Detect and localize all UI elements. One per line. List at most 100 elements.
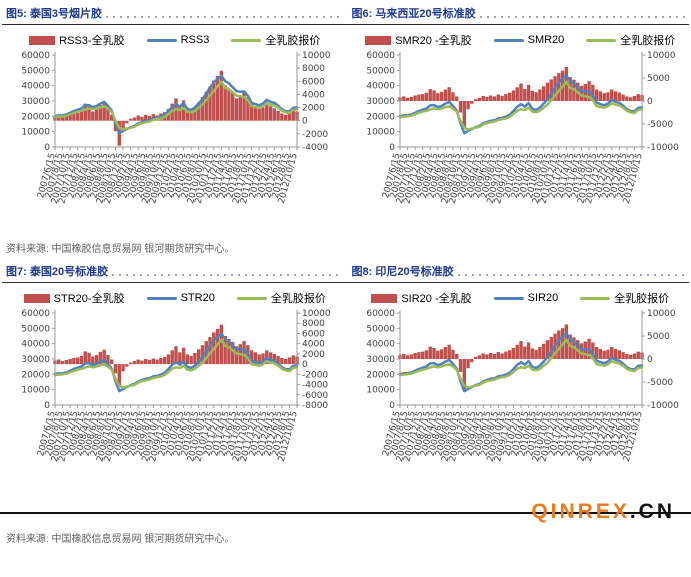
header-rule-top: [2, 24, 689, 25]
legend-label: RSS3: [180, 34, 210, 46]
chart-legend: STR20-全乳胶 STR20 全乳胶报价: [6, 289, 344, 307]
svg-text:40000: 40000: [21, 340, 50, 350]
figure8-title: 图8: 印尼20号标准胶: [351, 266, 454, 278]
legend-item: STR20: [146, 292, 215, 304]
svg-text:40000: 40000: [367, 82, 396, 92]
chart-str20: STR20-全乳胶 STR20 全乳胶报价 0 10000 20000 30000 40000…: [0, 283, 346, 493]
bar-swatch-icon: [371, 293, 398, 303]
svg-text:20000: 20000: [21, 370, 50, 380]
legend-item: 全乳胶报价: [231, 32, 320, 48]
svg-text:-10000: -10000: [647, 401, 679, 411]
legend-label: 全乳胶报价: [620, 35, 676, 47]
legend-label: SIR20 -全乳胶: [401, 293, 472, 305]
svg-text:0: 0: [302, 117, 308, 127]
legend-label: 全乳胶报价: [614, 293, 670, 305]
legend-item: STR20-全乳胶: [23, 290, 125, 306]
svg-text:8000: 8000: [302, 319, 325, 329]
chart-plot: 0100002000030000400005000060000-10000-50…: [367, 309, 680, 463]
svg-text:6000: 6000: [302, 329, 325, 339]
svg-text:10000: 10000: [367, 128, 396, 138]
figure5-header: 图5: 泰国3号烟片胶: [0, 2, 346, 23]
svg-text:60000: 60000: [367, 309, 396, 319]
qinrex-logo: QINREX.CN: [531, 500, 675, 524]
legend-item: SIR20 -全乳胶: [371, 290, 472, 306]
svg-text:30000: 30000: [367, 355, 396, 365]
legend-label: SMR20 -全乳胶: [395, 35, 472, 47]
svg-text:10000: 10000: [302, 309, 331, 319]
figure6-title: 图6: 马来西亚20号标准胶: [351, 8, 476, 20]
svg-text:0: 0: [647, 97, 653, 107]
dotted-leader: [112, 274, 340, 276]
chart-plot: 0100002000030000400005000060000-8000-600…: [21, 309, 331, 463]
chart-smr20: SMR20 -全乳胶 SMR20 全乳胶报价 0 10000 20000 30000 4000…: [346, 25, 691, 235]
chart-sir20: SIR20 -全乳胶 SIR20 全乳胶报价 0 10000 20000 30000 4000…: [346, 283, 691, 493]
footer-rule: [0, 512, 691, 514]
legend-label: SIR20: [527, 292, 559, 304]
svg-text:0: 0: [647, 355, 653, 365]
svg-text:20000: 20000: [21, 112, 50, 122]
svg-text:-10000: -10000: [647, 143, 679, 153]
bar-swatch-icon: [365, 35, 392, 45]
svg-text:30000: 30000: [21, 355, 50, 365]
svg-text:-5000: -5000: [647, 120, 673, 130]
svg-text:5000: 5000: [647, 332, 670, 342]
charts-row-bottom: STR20-全乳胶 STR20 全乳胶报价 0 10000 20000 30000 40000…: [0, 283, 691, 493]
svg-text:-4000: -4000: [302, 381, 328, 391]
svg-text:10000: 10000: [302, 51, 331, 61]
line-swatch-icon: [146, 296, 177, 300]
figure5-title: 图5: 泰国3号烟片胶: [6, 8, 102, 20]
svg-text:10000: 10000: [21, 128, 50, 138]
legend-item: SMR20 -全乳胶: [365, 32, 472, 48]
svg-text:60000: 60000: [367, 51, 396, 61]
svg-text:10000: 10000: [647, 309, 676, 319]
legend-label: RSS3-全乳胶: [59, 35, 125, 47]
legend-label: SMR20: [527, 34, 565, 46]
svg-text:30000: 30000: [367, 97, 396, 107]
legend-item: RSS3-全乳胶: [29, 32, 125, 48]
line-swatch-icon: [493, 38, 524, 42]
logo-name: QINREX: [531, 500, 630, 523]
svg-text:50000: 50000: [21, 324, 50, 334]
svg-text:0: 0: [302, 360, 308, 370]
charts-row-top: RSS3-全乳胶 RSS3 全乳胶报价 0 10000 20000 30000 40000 50…: [0, 25, 691, 235]
svg-text:60000: 60000: [21, 309, 50, 319]
svg-text:0: 0: [44, 143, 50, 153]
svg-text:4000: 4000: [302, 90, 325, 100]
svg-text:50000: 50000: [367, 66, 396, 76]
svg-text:50000: 50000: [367, 324, 396, 334]
chart-legend: RSS3-全乳胶 RSS3 全乳胶报价: [6, 31, 344, 49]
svg-text:-8000: -8000: [302, 401, 328, 411]
footer-band: QINREX.CN: [0, 499, 691, 525]
figure-header-row-bottom: 图7: 泰国20号标准胶 图8: 印尼20号标准胶: [0, 260, 691, 281]
line-swatch-icon: [231, 38, 262, 42]
legend-item: 全乳胶报价: [586, 32, 675, 48]
figure7-header: 图7: 泰国20号标准胶: [0, 260, 346, 281]
line-swatch-icon: [580, 296, 611, 300]
svg-text:50000: 50000: [21, 66, 50, 76]
line-swatch-icon: [236, 296, 267, 300]
svg-text:-4000: -4000: [302, 143, 328, 153]
line-swatch-icon: [586, 38, 617, 42]
legend-label: STR20-全乳胶: [53, 293, 125, 305]
svg-text:60000: 60000: [21, 51, 50, 61]
chart-plot: 0100002000030000400005000060000-4000-200…: [21, 51, 331, 205]
legend-item: 全乳胶报价: [580, 290, 669, 306]
svg-text:0: 0: [390, 401, 396, 411]
bar-swatch-icon: [29, 35, 56, 45]
legend-label: STR20: [180, 292, 215, 304]
chart-rss3: RSS3-全乳胶 RSS3 全乳胶报价 0 10000 20000 30000 40000 50…: [0, 25, 346, 235]
legend-label: 全乳胶报价: [270, 293, 326, 305]
figure6-header: 图6: 马来西亚20号标准胶: [346, 2, 691, 23]
legend-item: SIR20: [493, 292, 559, 304]
svg-text:0: 0: [44, 401, 50, 411]
line-swatch-icon: [493, 296, 524, 300]
svg-text:0: 0: [390, 143, 396, 153]
figure8-header: 图8: 印尼20号标准胶: [346, 260, 691, 281]
dotted-leader: [479, 16, 685, 18]
header-rule-bottom: [2, 282, 689, 283]
logo-tld: .CN: [629, 500, 675, 523]
svg-text:10000: 10000: [367, 386, 396, 396]
source-note-top: 资料来源: 中国橡胶信息贸易网 银河期货研究中心。: [6, 244, 235, 255]
svg-text:40000: 40000: [367, 340, 396, 350]
